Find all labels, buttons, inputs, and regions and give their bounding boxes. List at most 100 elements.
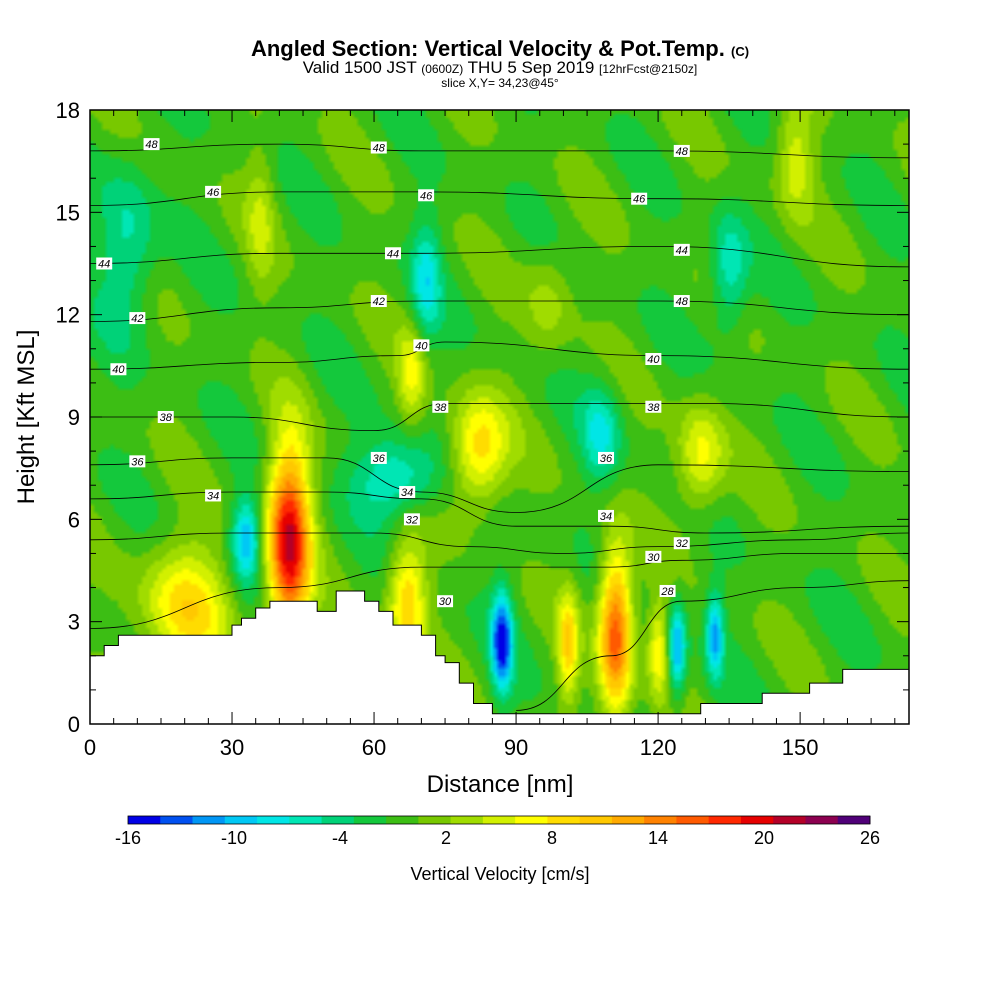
colorbar-swatch bbox=[644, 816, 677, 824]
theta-contour-40 bbox=[90, 341, 909, 370]
colorbar-swatch bbox=[611, 816, 645, 824]
contour-label: 44 bbox=[673, 243, 690, 257]
colorbar-swatch bbox=[805, 816, 839, 824]
plot-area: 48 48 48 46 46 46 44 44 44 42 42 48 40 40 40 38 38 38 36 36… bbox=[90, 110, 909, 724]
contour-label: 38 bbox=[432, 400, 449, 414]
y-tick-label: 3 bbox=[68, 610, 80, 635]
contour-label-text: 44 bbox=[676, 245, 688, 257]
contour-label: 38 bbox=[645, 400, 662, 414]
colorbar-tick-label: 26 bbox=[860, 828, 880, 848]
contour-label: 36 bbox=[129, 455, 146, 468]
contour-label-text: 48 bbox=[145, 139, 158, 151]
colorbar-swatch bbox=[708, 816, 742, 824]
contour-label-text: 38 bbox=[434, 402, 447, 414]
colorbar-swatch bbox=[676, 816, 710, 824]
theta-contour-28 bbox=[516, 580, 909, 711]
contour-label: 32 bbox=[673, 537, 690, 550]
contour-label-text: 40 bbox=[647, 354, 660, 366]
contour-label: 34 bbox=[399, 486, 416, 499]
contour-label-text: 46 bbox=[207, 187, 220, 199]
colorbar-swatch bbox=[386, 816, 419, 824]
colorbar-swatch bbox=[224, 816, 258, 824]
y-tick-label: 6 bbox=[68, 507, 80, 532]
chart-subtitle: Valid 1500 JST (0600Z) THU 5 Sep 2019 [1… bbox=[302, 58, 698, 77]
theta-contour-34 bbox=[90, 491, 909, 534]
x-tick-label: 120 bbox=[640, 735, 677, 760]
colorbar-swatch bbox=[128, 816, 161, 824]
theta-contour-30 bbox=[90, 552, 909, 629]
theta-contours bbox=[90, 143, 909, 711]
contour-label-text: 48 bbox=[676, 146, 689, 158]
x-tick-label: 0 bbox=[84, 735, 96, 760]
colorbar-tick-label: -10 bbox=[221, 828, 247, 848]
theta-contour-32 bbox=[90, 532, 909, 554]
contour-label-text: 38 bbox=[647, 402, 660, 414]
contour-label-text: 30 bbox=[647, 552, 660, 564]
contour-label-text: 40 bbox=[112, 364, 125, 376]
x-tick-label: 60 bbox=[362, 735, 386, 760]
colorbar-swatch bbox=[547, 816, 581, 824]
contour-label: 40 bbox=[110, 363, 127, 376]
colorbar-swatch bbox=[773, 816, 806, 824]
contour-label-text: 36 bbox=[373, 453, 386, 465]
contour-label-text: 32 bbox=[676, 538, 688, 550]
colorbar-swatch bbox=[160, 816, 194, 824]
theta-contour-44 bbox=[90, 245, 909, 268]
x-axis: 0 30 60 90 120 150 bbox=[84, 110, 896, 760]
x-tick-label: 90 bbox=[504, 735, 528, 760]
colorbar-tick-label: -16 bbox=[115, 828, 141, 848]
terrain bbox=[90, 590, 909, 724]
contour-label-text: 34 bbox=[401, 487, 413, 499]
colorbar-frame bbox=[127, 815, 871, 825]
contour-label-text: 40 bbox=[415, 340, 428, 352]
x-tick-label: 30 bbox=[220, 735, 244, 760]
colorbar-swatch bbox=[482, 816, 516, 824]
colorbar-tick-label: 14 bbox=[648, 828, 668, 848]
colorbar-swatch bbox=[450, 816, 484, 824]
contour-label: 46 bbox=[631, 192, 648, 206]
colorbar-swatch bbox=[353, 816, 387, 824]
contour-label: 42 bbox=[370, 295, 387, 308]
slice-info: slice X,Y= 34,23@45° bbox=[441, 76, 559, 90]
y-tick-label: 12 bbox=[56, 303, 80, 328]
contour-label: 44 bbox=[384, 247, 401, 260]
contour-label: 46 bbox=[418, 189, 435, 202]
colorbar-swatch bbox=[192, 816, 226, 824]
colorbar-swatch bbox=[740, 816, 774, 824]
contour-label: 40 bbox=[413, 339, 430, 352]
contour-label: 48 bbox=[673, 144, 690, 158]
contour-label-text: 32 bbox=[406, 514, 418, 526]
contour-label: 30 bbox=[645, 550, 662, 564]
contour-label-text: 42 bbox=[131, 313, 143, 325]
contour-label-text: 38 bbox=[160, 412, 173, 424]
chart-title: Angled Section: Vertical Velocity & Pot.… bbox=[250, 36, 750, 61]
contour-label-text: 44 bbox=[387, 248, 399, 260]
y-tick-label: 0 bbox=[68, 712, 80, 737]
contour-label-text: 46 bbox=[420, 190, 433, 202]
contour-label: 38 bbox=[157, 411, 174, 424]
y-tick-label: 18 bbox=[56, 98, 80, 123]
colorbar-swatch bbox=[515, 816, 548, 824]
colorbar-swatch bbox=[289, 816, 323, 824]
contour-label-text: 34 bbox=[207, 490, 219, 502]
x-axis-label: Distance [nm] bbox=[427, 771, 574, 798]
contour-label: 42 bbox=[129, 312, 146, 325]
colorbar-tick-label: 8 bbox=[547, 828, 557, 848]
contour-label-text: 44 bbox=[98, 259, 110, 271]
contour-label: 48 bbox=[143, 138, 160, 151]
contour-label: 46 bbox=[205, 185, 222, 199]
y-tick-label: 9 bbox=[68, 405, 80, 430]
contour-label: 44 bbox=[96, 257, 113, 271]
contour-label-text: 30 bbox=[439, 596, 452, 608]
colorbar-swatch bbox=[837, 816, 871, 824]
contour-label: 32 bbox=[403, 513, 420, 526]
colorbar-tick-label: 20 bbox=[754, 828, 774, 848]
contour-label-text: 34 bbox=[600, 511, 612, 523]
contour-label-text: 42 bbox=[373, 296, 385, 308]
contour-label-text: 48 bbox=[676, 296, 689, 308]
theta-contour-42 bbox=[90, 300, 909, 322]
contour-label: 34 bbox=[205, 489, 222, 502]
contour-label-text: 48 bbox=[373, 143, 386, 155]
